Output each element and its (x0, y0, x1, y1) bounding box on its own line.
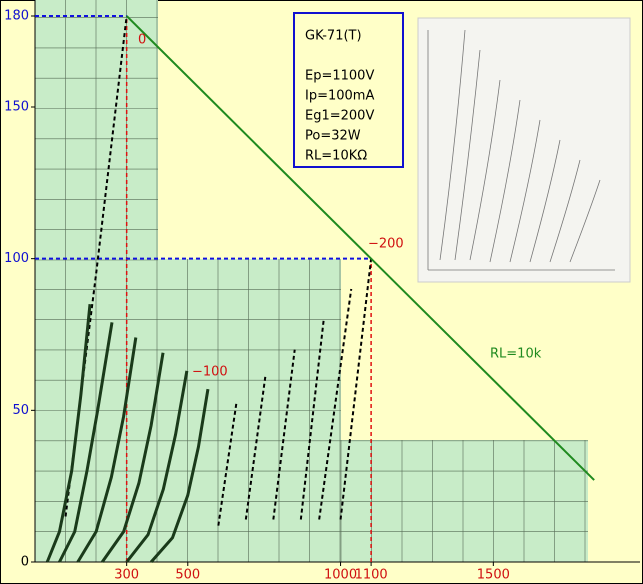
thumbnail-bg (417, 17, 631, 283)
curve-label: −200 (368, 237, 404, 252)
tube-curve (318, 288, 353, 520)
x-tick-label: 1100 (355, 568, 388, 583)
tube-curve (125, 370, 189, 563)
info-line: Po=32W (305, 129, 361, 144)
paper-panel (341, 440, 588, 562)
info-box: GK-71(T) Ep=1100V Ip=100mA Eg1=200V Po=32W R… (293, 12, 404, 168)
tube-curve (339, 258, 373, 520)
tube-curve (45, 304, 92, 563)
x-tick-label: 1500 (477, 568, 510, 583)
info-line: Ip=100mA (305, 89, 374, 104)
tube-curve (58, 322, 114, 563)
x-tick-label: 500 (175, 568, 200, 583)
info-title: GK-71(T) (305, 29, 362, 44)
load-line-label: RL=10k (490, 347, 542, 362)
thumbnail (417, 17, 631, 283)
y-tick-label: 0 (21, 555, 29, 570)
info-box-frame (293, 12, 404, 168)
tube-curve (272, 349, 296, 520)
y-tick-label: 150 (4, 100, 29, 115)
tube-curve (76, 337, 138, 563)
tube-curve (244, 373, 267, 520)
load-line (125, 15, 595, 481)
tube-curve (299, 319, 325, 520)
x-tick-label: 300 (114, 568, 139, 583)
thumbnail-curves (427, 29, 615, 271)
y-tick-label: 100 (4, 251, 29, 266)
info-line: Eg1=200V (305, 109, 374, 124)
info-line: RL=10KΩ (305, 149, 367, 164)
y-tick-label: 50 (12, 403, 29, 418)
paper-panel (35, 0, 158, 260)
curve-label: −100 (192, 365, 228, 380)
tube-curve (149, 388, 210, 563)
x-tick-label: 1000 (324, 568, 357, 583)
y-tick-label: 180 (4, 9, 29, 24)
graph-paper (34, 0, 588, 563)
curve-label: 0 (138, 33, 146, 48)
info-line: Ep=1100V (305, 69, 374, 84)
tube-curve (100, 352, 165, 563)
